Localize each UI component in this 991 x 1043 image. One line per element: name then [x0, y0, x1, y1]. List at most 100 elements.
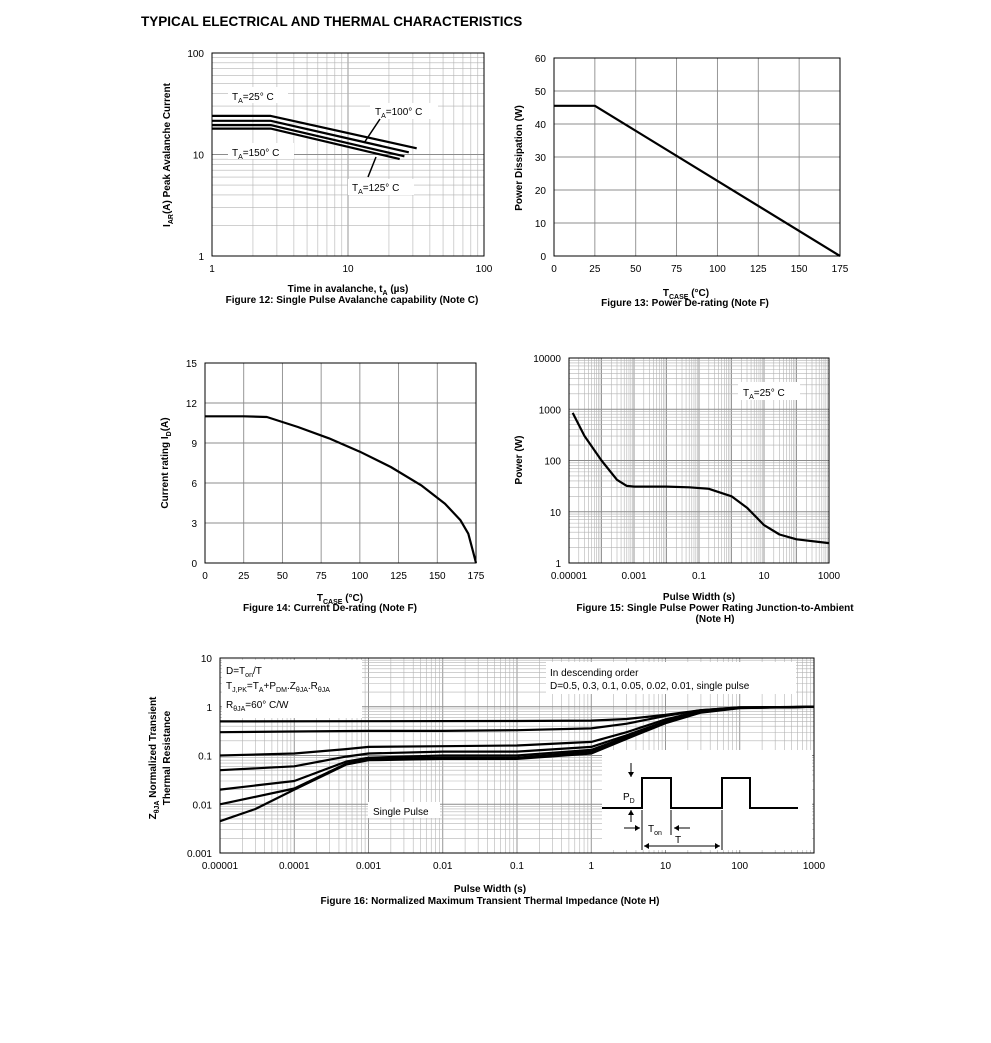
fig12-ticks: 1 10 100 1 10 100 — [187, 49, 492, 275]
fig15-annotation-ta: TA=25° C — [743, 388, 785, 401]
fig13-caption: Figure 13: Power De-rating (Note F) — [601, 298, 769, 309]
y-tick-label: 0 — [191, 559, 197, 570]
y-tick-label: 50 — [535, 87, 547, 98]
fig16-legend-rtheta: RθJA=60° C/W — [226, 700, 289, 713]
y-tick-label: 3 — [191, 519, 197, 530]
x-tick-label: 10 — [758, 571, 770, 582]
fig16-legend-left: D=Ton/T TJ,PK=TA+PDM.ZθJA.RθJA RθJA=60° … — [226, 666, 330, 713]
fig14-caption: Figure 14: Current De-rating (Note F) — [243, 603, 417, 614]
x-tick-label: 1000 — [803, 861, 826, 872]
x-tick-label: 0 — [202, 571, 208, 582]
page-title: TYPICAL ELECTRICAL AND THERMAL CHARACTER… — [141, 14, 523, 29]
x-tick-label: 100 — [476, 264, 493, 275]
figure-12-avalanche-chart: 1 10 100 1 10 100 TA=25° C TA=100° C TA=150° … — [162, 49, 493, 297]
x-tick-label: 0.01 — [433, 861, 453, 872]
series-line-pd — [554, 104, 841, 257]
series-line-id — [205, 415, 478, 564]
fig15-series — [571, 412, 830, 545]
fig16-legend-duty-list: D=0.5, 0.3, 0.1, 0.05, 0.02, 0.01, singl… — [550, 681, 750, 692]
fig16-legend-tj-formula: TJ,PK=TA+PDM.ZθJA.RθJA — [226, 681, 330, 694]
y-tick-label: 1 — [555, 559, 561, 570]
fig16-legend-right: In descending order D=0.5, 0.3, 0.1, 0.0… — [550, 668, 750, 692]
fig14-ticks: 0 25 50 75 100 125 150 175 0 3 6 9 12 15 — [186, 359, 485, 582]
fig13-ticks: 0 25 50 75 100 125 150 175 0 10 20 30 40 50 60 — [535, 54, 849, 275]
x-tick-label: 1000 — [818, 571, 841, 582]
figure-13-power-derating-chart: 0 25 50 75 100 125 150 175 0 10 20 30 40 50 60 TCASE (… — [514, 54, 849, 301]
x-tick-label: 10 — [660, 861, 672, 872]
fig16-single-pulse-label: Single Pulse — [373, 807, 429, 818]
fig12-grid — [211, 53, 484, 257]
fig12-label-25c: TA=25° C — [232, 92, 274, 105]
x-tick-label: 1 — [588, 861, 594, 872]
y-tick-label: 10 — [201, 654, 213, 665]
y-tick-label: 0.001 — [187, 849, 212, 860]
x-tick-label: 175 — [468, 571, 485, 582]
y-tick-label: 10000 — [533, 354, 561, 365]
fig12-label-150c: TA=150° C — [232, 148, 279, 161]
fig15-x-axis-label: Pulse Width (s) — [663, 592, 735, 603]
y-tick-label: 0.1 — [198, 752, 212, 763]
fig15-y-axis-label: Power (W) — [514, 436, 525, 485]
fig13-series — [554, 104, 841, 257]
fig16-legend-order: In descending order — [550, 668, 639, 679]
x-tick-label: 1 — [209, 264, 215, 275]
x-tick-label: 25 — [589, 264, 601, 275]
fig14-y-axis-label: Current rating ID(A) — [160, 417, 173, 508]
fig13-grid — [553, 57, 841, 257]
fig12-label-100c: TA=100° C — [375, 107, 422, 120]
y-tick-label: 30 — [535, 153, 547, 164]
y-tick-label: 100 — [544, 457, 561, 468]
y-tick-label: 1 — [198, 252, 204, 263]
fig16-inset-t: T — [675, 835, 681, 846]
x-tick-label: 0.001 — [621, 571, 646, 582]
y-tick-label: 15 — [186, 359, 198, 370]
fig15-caption: Figure 15: Single Pulse Power Rating Jun… — [576, 603, 854, 625]
y-tick-label: 40 — [535, 120, 547, 131]
x-tick-label: 0.001 — [356, 861, 381, 872]
x-tick-label: 125 — [750, 264, 767, 275]
fig16-y-axis-label-line1: ZθJA Normalized Transient — [148, 696, 161, 819]
x-tick-label: 0.00001 — [551, 571, 588, 582]
x-tick-label: 100 — [352, 571, 369, 582]
fig14-grid — [204, 362, 477, 564]
x-tick-label: 100 — [731, 861, 748, 872]
x-tick-label: 175 — [832, 264, 849, 275]
y-tick-label: 20 — [535, 186, 547, 197]
x-tick-label: 100 — [709, 264, 726, 275]
y-tick-label: 0 — [540, 252, 546, 263]
y-tick-label: 9 — [191, 439, 197, 450]
y-tick-label: 100 — [187, 49, 204, 60]
fig12-y-axis-label: IAR(A) Peak Avalanche Current — [162, 82, 175, 227]
fig12-x-axis-label: Time in avalanche, tA (µs) — [288, 284, 409, 297]
fig13-frame — [553, 57, 841, 257]
y-tick-label: 1 — [206, 703, 212, 714]
x-tick-label: 10 — [342, 264, 354, 275]
y-tick-label: 10 — [535, 219, 547, 230]
x-tick-label: 150 — [429, 571, 446, 582]
fig12-series-labels: TA=25° C TA=100° C TA=150° C TA=125° C — [228, 87, 438, 196]
figure-14-current-derating-chart: 0 25 50 75 100 125 150 175 0 3 6 9 12 15 TCASE (°C) C… — [160, 359, 485, 606]
figure-15-power-rating-chart: 0.00001 0.001 0.1 10 1000 1 10 100 1000 10000 TA=… — [514, 354, 841, 603]
fig16-inset-ton: Ton — [648, 824, 662, 837]
series-line-single-pulse — [219, 705, 815, 823]
y-tick-label: 1000 — [539, 405, 562, 416]
fig15-ticks: 0.00001 0.001 0.1 10 1000 1 10 100 1000 10000 — [533, 354, 840, 582]
fig16-x-axis-label: Pulse Width (s) — [454, 884, 526, 895]
x-tick-label: 150 — [791, 264, 808, 275]
series-line-ta-125-c — [212, 123, 405, 158]
x-tick-label: 50 — [277, 571, 289, 582]
fig14-frame — [204, 362, 477, 564]
y-tick-label: 6 — [191, 479, 197, 490]
fig13-x-axis-label: TCASE (°C) — [663, 288, 709, 301]
figure-16-thermal-impedance-chart: 0.00001 0.0001 0.001 0.01 0.1 1 10 100 1000 0.001… — [148, 654, 826, 895]
x-tick-label: 125 — [390, 571, 407, 582]
fig12-label-125c: TA=125° C — [352, 183, 399, 196]
x-tick-label: 75 — [316, 571, 328, 582]
fig16-inset-pd: PD — [623, 792, 635, 805]
y-tick-label: 60 — [535, 54, 547, 65]
x-tick-label: 25 — [238, 571, 250, 582]
y-tick-label: 10 — [193, 151, 205, 162]
fig12-frame — [211, 52, 485, 257]
fig16-pulse-inset — [602, 763, 798, 850]
fig16-legend-duty: D=Ton/T — [226, 666, 262, 679]
